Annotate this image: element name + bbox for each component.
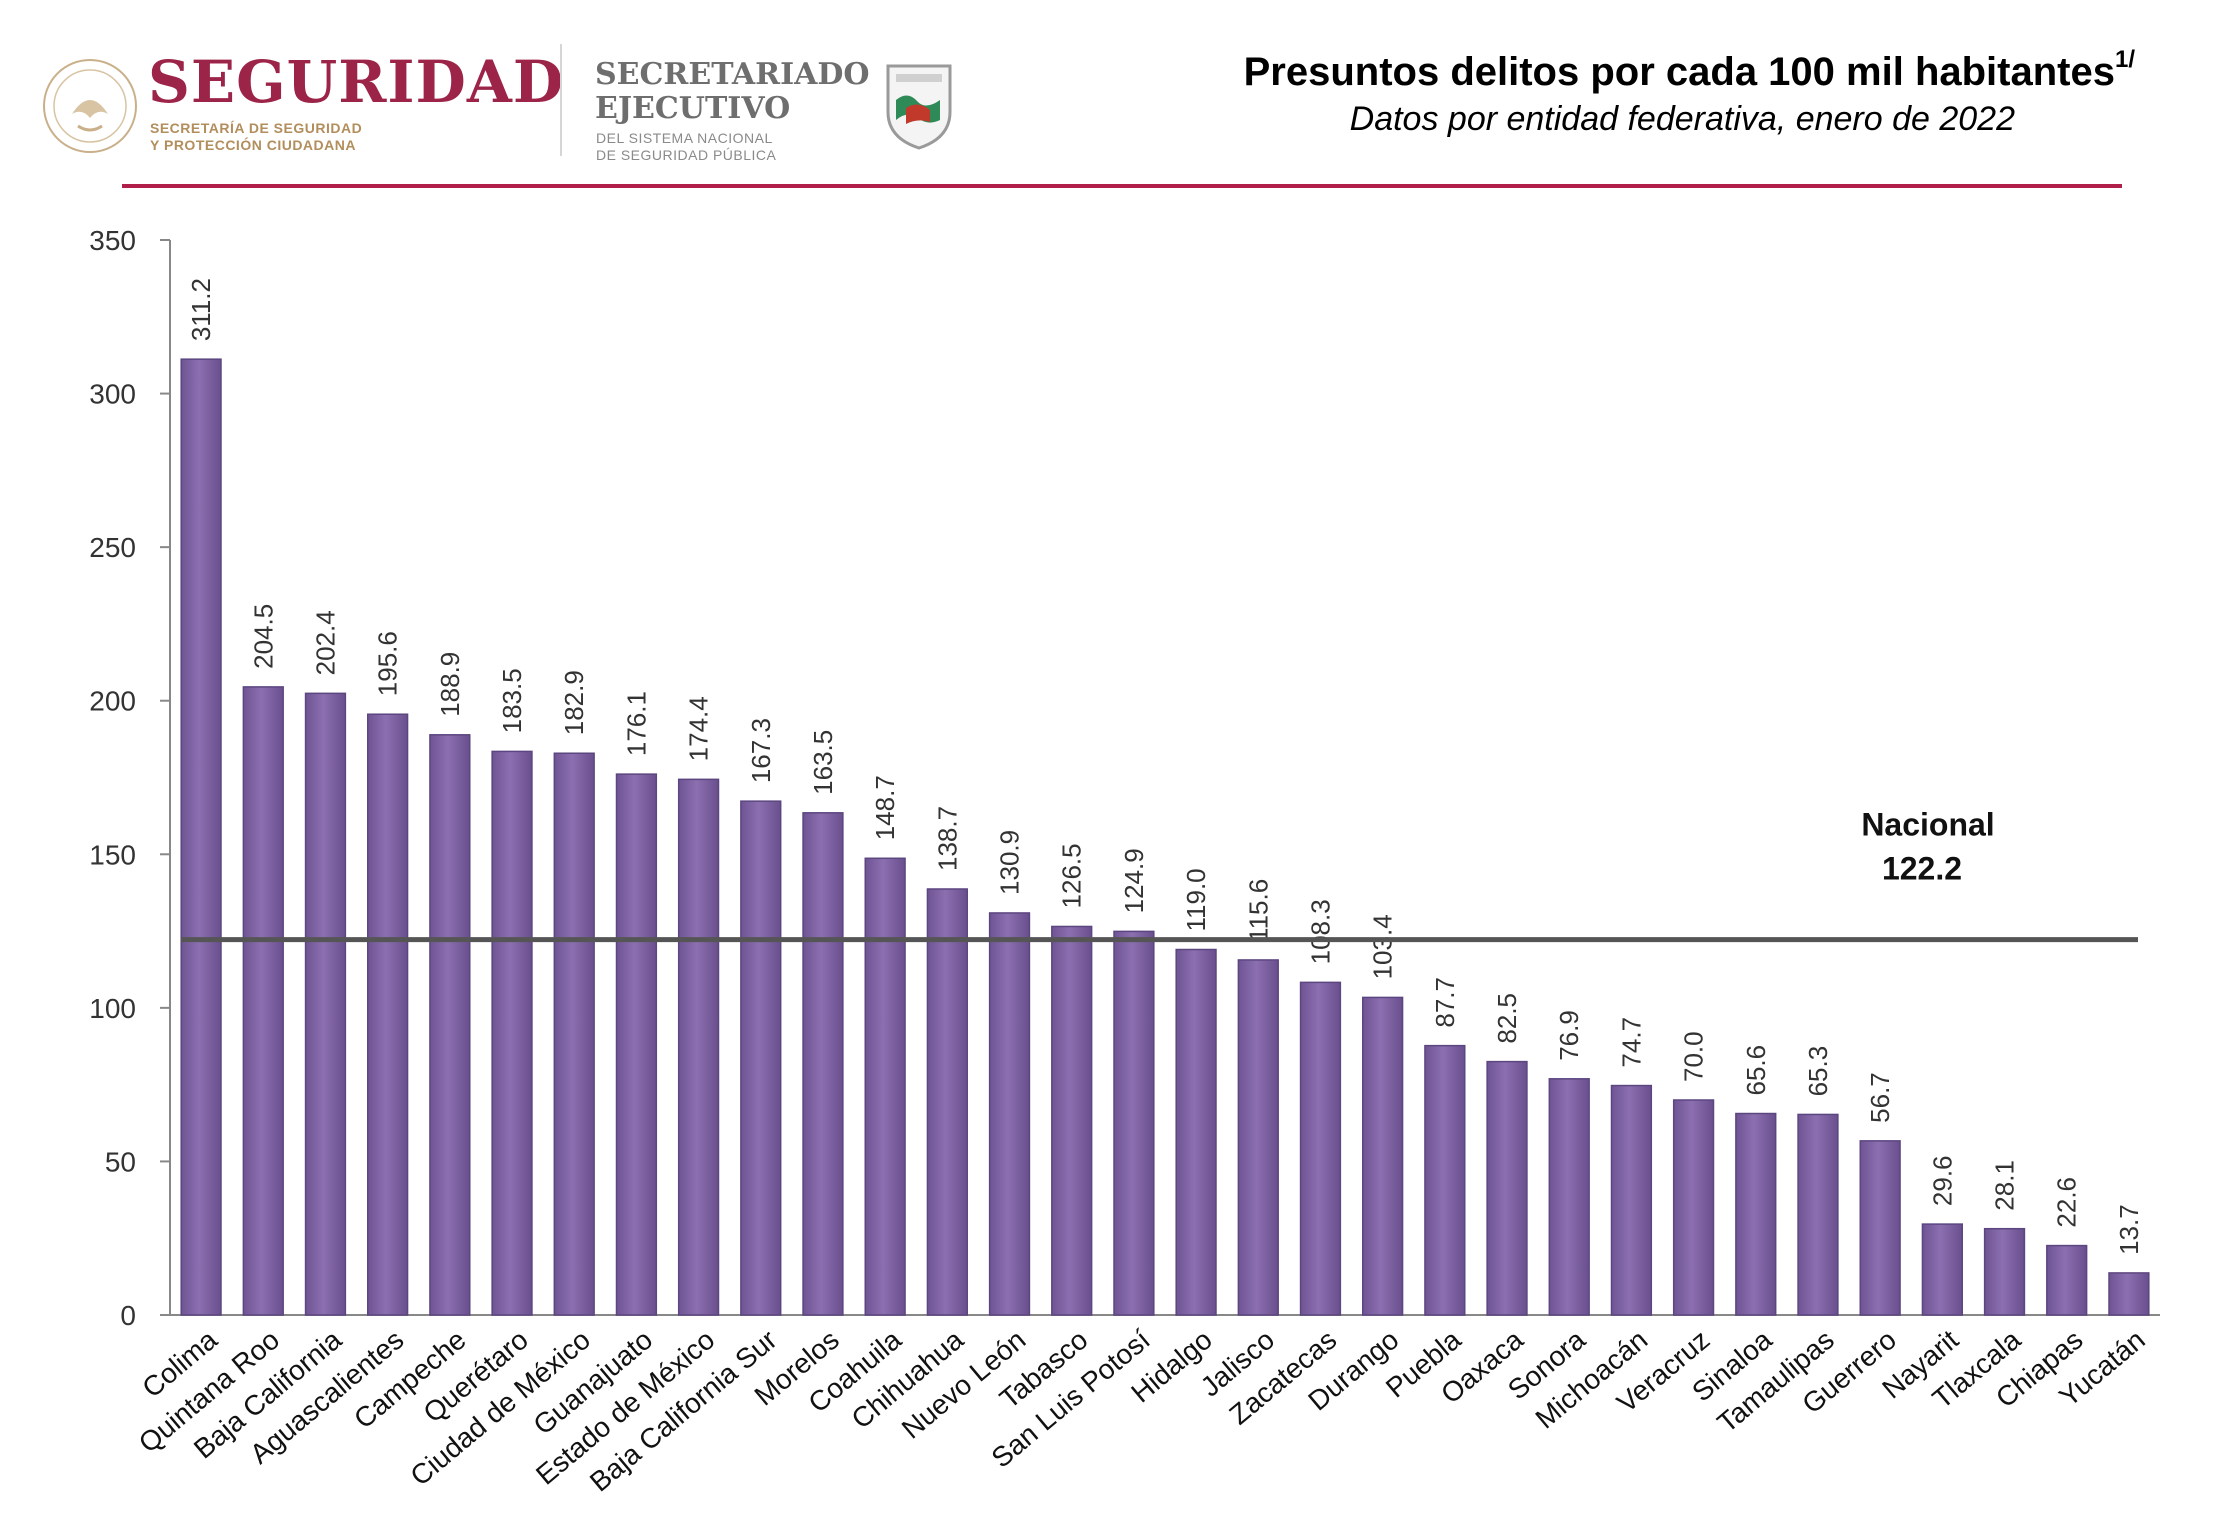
bar [1175,948,1217,1316]
value-label: 182.9 [559,670,589,735]
y-axis: 0 50 100 150 200 250 300 350 [89,225,2160,1331]
bar [1983,1227,2026,1316]
value-label: 311.2 [186,278,216,341]
value-label: 119.0 [1181,868,1211,931]
bar [802,812,844,1316]
bar [2046,1244,2088,1316]
bar [1051,925,1093,1316]
y-tick-label: 150 [89,839,136,870]
bar [2108,1272,2150,1316]
bars-group [180,358,2150,1316]
value-label: 74.7 [1616,1017,1646,1068]
value-label: 56.7 [1865,1072,1895,1123]
brand-title: SEGURIDAD [148,48,565,116]
bar [1299,981,1342,1316]
national-seal-icon [43,59,137,153]
value-label: 22.6 [2052,1177,2082,1228]
y-tick-label: 0 [120,1300,136,1331]
value-label: 29.6 [1927,1155,1957,1206]
value-label: 28.1 [1990,1160,2020,1211]
value-label: 87.7 [1430,977,1460,1028]
bar [304,692,347,1316]
bar [1486,1060,1528,1316]
bar [367,713,409,1316]
bar [491,750,533,1316]
bar [1797,1113,1839,1316]
value-label: 124.9 [1119,848,1149,913]
bar [615,773,658,1316]
y-tick-label: 50 [105,1146,136,1177]
title-footnote-marker: 1/ [2114,46,2135,73]
value-label: 167.3 [746,718,776,783]
bar [864,857,906,1316]
value-label: 126.5 [1057,843,1087,908]
value-label: 115.6 [1243,879,1273,942]
bar [1548,1078,1590,1316]
bar [1610,1084,1653,1316]
header-rule [122,184,2122,188]
y-tick-label: 350 [89,225,136,256]
chart-title: Presuntos delitos por cada 100 mil habit… [1243,46,2135,95]
value-label: 163.5 [808,730,838,795]
value-label: 202.4 [310,610,340,675]
chart-subtitle: Datos por entidad federativa, enero de 2… [1349,100,2015,138]
value-label: 13.7 [2114,1204,2144,1255]
value-label: 195.6 [373,631,403,696]
value-label: 130.9 [995,830,1025,895]
y-tick-label: 250 [89,532,136,563]
secretariado-title: SECRETARIADO EJECUTIVO [595,58,870,126]
value-label: 82.5 [1492,993,1522,1044]
value-label: 108.3 [1305,899,1335,964]
bar [1362,996,1404,1316]
secretariado-subtitle: DEL SISTEMA NACIONAL DE SEGURIDAD PÚBLIC… [596,130,776,164]
bar [1921,1223,1963,1316]
value-label: 70.0 [1679,1031,1709,1082]
value-label: 176.1 [621,691,651,756]
shield-logo-icon [886,64,952,150]
y-tick-label: 300 [89,379,136,410]
bar [553,752,595,1316]
secretariado-line-2: EJECUTIVO [595,91,791,126]
bar [1672,1099,1715,1316]
reference-value-label: 122.2 [1882,851,1962,887]
bar [1237,959,1279,1316]
secretariado-sub-line-1: DEL SISTEMA NACIONAL [596,130,773,146]
value-label: 204.5 [248,604,278,669]
chart-title-text: Presuntos delitos por cada 100 mil habit… [1243,50,2115,94]
bar [1424,1044,1466,1316]
bar [180,358,222,1316]
value-labels-group: 311.2 204.5 202.4 195.6 188.9 183.5 182.9 176.1… [186,278,2144,1255]
secretariado-sub-line-2: DE SEGURIDAD PÚBLICA [596,147,777,163]
bar [242,686,284,1316]
bar [926,888,968,1316]
secretariado-line-1: SECRETARIADO [595,57,870,92]
y-tick-label: 200 [89,686,136,717]
bar [740,800,782,1316]
bar [429,734,471,1316]
value-label: 65.6 [1741,1045,1771,1096]
bar [1113,930,1155,1316]
brand-subtitle: SECRETARÍA DE SEGURIDAD Y PROTECCIÓN CIU… [150,120,362,154]
reference-name-label: Nacional [1861,807,1994,843]
bar [988,912,1031,1316]
value-label: 183.5 [497,668,527,733]
value-label: 65.3 [1803,1046,1833,1097]
value-label: 188.9 [435,652,465,717]
bar [1859,1140,1901,1316]
value-label: 103.4 [1368,914,1398,979]
y-tick-label: 100 [89,993,136,1024]
bar [677,778,720,1316]
header-divider [560,44,562,156]
value-label: 174.4 [684,696,714,761]
value-label: 76.9 [1554,1010,1584,1061]
value-label: 138.7 [932,806,962,871]
header: SEGURIDAD SECRETARÍA DE SEGURIDAD Y PROT… [0,0,2238,200]
reference-line-group: Nacional 122.2 [181,807,2138,943]
brand-subtitle-line-1: SECRETARÍA DE SEGURIDAD [150,120,363,136]
bar [1735,1112,1777,1316]
brand-subtitle-line-2: Y PROTECCIÓN CIUDADANA [150,137,356,153]
value-label: 148.7 [870,775,900,840]
